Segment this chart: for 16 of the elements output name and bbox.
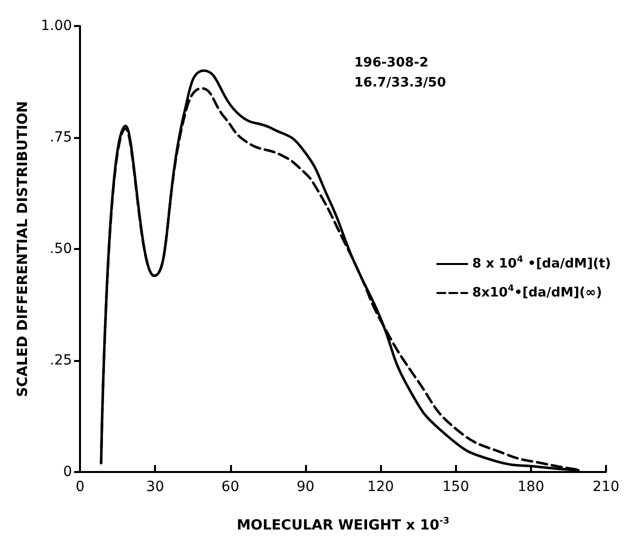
annotation: 16.7/33.3/50	[354, 76, 446, 90]
x-tick-label: 120	[367, 479, 394, 495]
y-tick-label: .75	[50, 130, 72, 146]
x-tick-label: 30	[146, 479, 164, 495]
x-tick-label: 210	[592, 479, 620, 495]
x-tick-label: 180	[518, 479, 544, 495]
y-tick-label: .50	[50, 241, 72, 257]
annotation: 196-308-2	[354, 56, 428, 70]
y-axis-title: SCALED DIFFERENTIAL DISTRIBUTION	[15, 100, 31, 398]
x-tick-label: 150	[442, 479, 470, 495]
x-tick-label: 60	[221, 479, 240, 495]
y-tick-label: 0	[63, 464, 72, 480]
y-tick-label: 1.00	[40, 18, 72, 34]
y-tick-label: .25	[50, 352, 72, 368]
x-tick-label: 0	[76, 479, 85, 495]
x-tick-label: 90	[296, 479, 314, 495]
